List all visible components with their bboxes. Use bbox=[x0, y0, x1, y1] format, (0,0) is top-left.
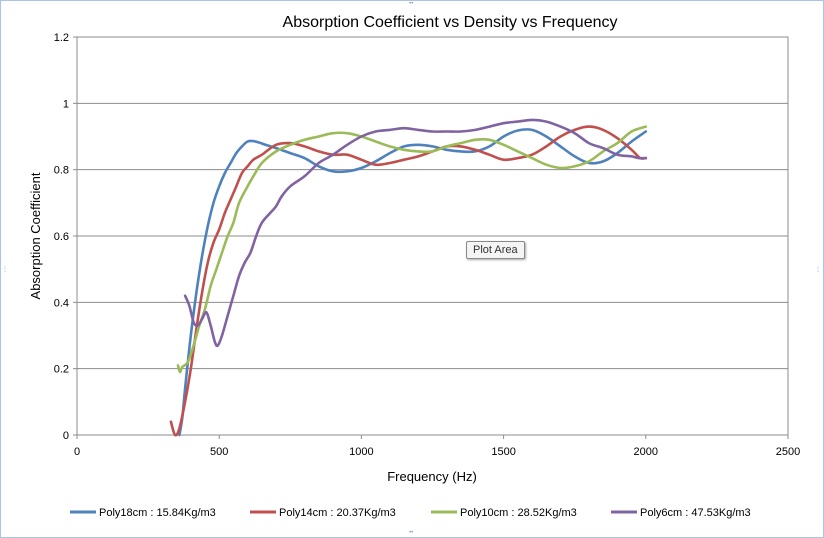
legend-entry-label[interactable]: Poly10cm : 28.52Kg/m3 bbox=[460, 507, 577, 519]
gridlines bbox=[73, 36, 789, 439]
x-axis-title: Frequency (Hz) bbox=[387, 469, 477, 484]
legend-entry-label[interactable]: Poly14cm : 20.37Kg/m3 bbox=[279, 507, 396, 519]
series-line-1[interactable] bbox=[178, 128, 648, 437]
y-tick-label: 1 bbox=[63, 98, 69, 110]
series-line-3[interactable] bbox=[176, 125, 648, 374]
chart-title: Absorption Coefficient vs Density vs Fre… bbox=[283, 14, 618, 31]
resize-handle-top[interactable]: •• bbox=[409, 1, 414, 7]
y-tick-label: 0.4 bbox=[54, 297, 69, 309]
x-tick-label: 500 bbox=[210, 446, 228, 458]
y-axis-title: Absorption Coefficient bbox=[28, 172, 43, 299]
resize-handle-bottom[interactable]: •• bbox=[409, 530, 414, 536]
x-tick-label: 2500 bbox=[776, 446, 800, 458]
legend-entry-label[interactable]: Poly18cm : 15.84Kg/m3 bbox=[99, 507, 216, 519]
y-tick-label: 0.6 bbox=[54, 231, 69, 243]
y-tick-label: 1.2 bbox=[54, 32, 69, 44]
series-line-4[interactable] bbox=[183, 118, 648, 348]
tick-labels: 0 0.2 0.4 0.6 0.8 1 1.2 0 500 1000 1500 2000 2500 bbox=[54, 32, 801, 458]
legend-entry-label[interactable]: Poly6cm : 47.53Kg/m3 bbox=[640, 507, 751, 519]
resize-handle-right[interactable]: ⋮ bbox=[815, 267, 821, 273]
series-line-2[interactable] bbox=[169, 125, 648, 437]
y-tick-label: 0.8 bbox=[54, 165, 69, 177]
x-tick-label: 0 bbox=[74, 446, 80, 458]
y-tick-label: 0 bbox=[63, 430, 69, 442]
series-lines[interactable] bbox=[169, 118, 648, 437]
x-tick-label: 2000 bbox=[634, 446, 658, 458]
x-tick-label: 1500 bbox=[491, 446, 515, 458]
y-tick-label: 0.2 bbox=[54, 364, 69, 376]
x-tick-label: 1000 bbox=[349, 446, 373, 458]
legend[interactable]: Poly18cm : 15.84Kg/m3 Poly14cm : 20.37Kg/… bbox=[70, 507, 751, 519]
plot-area-tooltip: Plot Area bbox=[466, 241, 525, 259]
resize-handle-left[interactable]: ⋮ bbox=[2, 267, 8, 273]
